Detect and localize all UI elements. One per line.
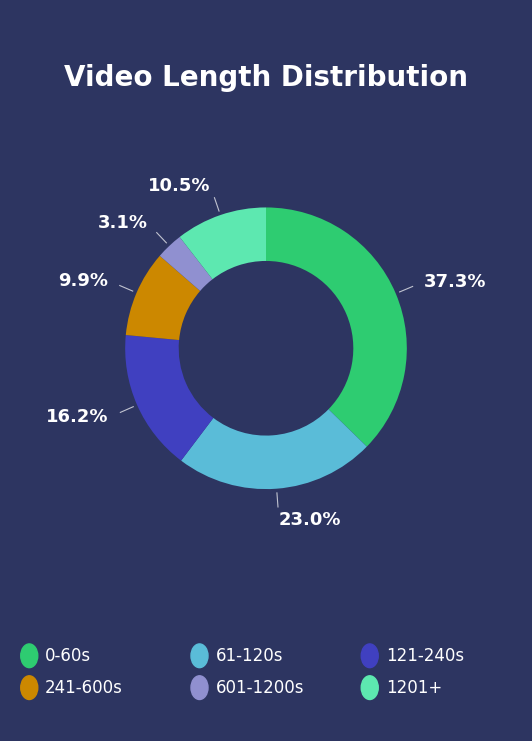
Text: Video Length Distribution: Video Length Distribution	[64, 64, 468, 92]
Text: 61-120s: 61-120s	[215, 647, 283, 665]
Wedge shape	[180, 207, 266, 279]
Wedge shape	[160, 237, 212, 291]
Wedge shape	[126, 256, 200, 340]
Text: 241-600s: 241-600s	[45, 679, 123, 697]
Text: 3.1%: 3.1%	[98, 214, 148, 233]
Wedge shape	[266, 207, 407, 447]
Wedge shape	[125, 335, 213, 461]
Text: 0-60s: 0-60s	[45, 647, 92, 665]
Text: 1201+: 1201+	[386, 679, 442, 697]
Text: 37.3%: 37.3%	[425, 273, 487, 290]
Text: 9.9%: 9.9%	[58, 271, 108, 290]
Wedge shape	[181, 409, 367, 489]
Text: 10.5%: 10.5%	[148, 176, 210, 195]
Text: 23.0%: 23.0%	[279, 511, 342, 528]
Text: 121-240s: 121-240s	[386, 647, 464, 665]
Text: 601-1200s: 601-1200s	[215, 679, 304, 697]
Text: 16.2%: 16.2%	[46, 408, 109, 427]
